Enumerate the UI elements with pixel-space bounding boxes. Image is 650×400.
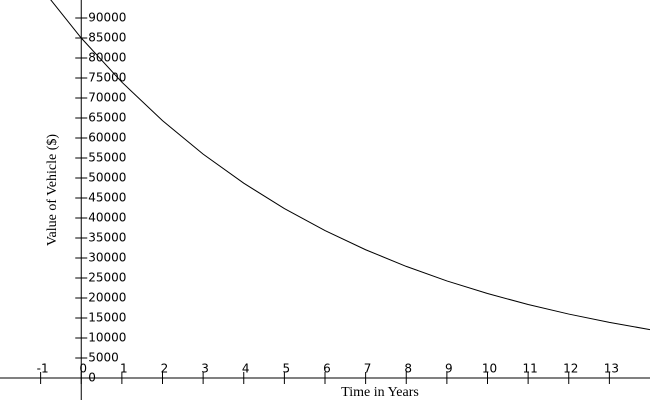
data-line: [50, 0, 650, 331]
x-tick-label: 11: [522, 362, 537, 376]
y-tick-label: 55000: [88, 151, 126, 165]
y-tick-label: 15000: [88, 311, 126, 325]
x-tick-label: 2: [161, 362, 169, 376]
y-tick-label: 75000: [88, 71, 126, 85]
x-tick-label: 7: [364, 362, 372, 376]
x-tick-label: 12: [563, 362, 578, 376]
x-tick-label: 4: [242, 362, 250, 376]
y-tick-label: 10000: [88, 331, 126, 345]
x-tick-label: -1: [37, 362, 49, 376]
x-tick-label: 5: [283, 362, 291, 376]
x-tick-label: 8: [404, 362, 412, 376]
y-tick-label: 85000: [88, 31, 126, 45]
y-tick-label: 20000: [88, 291, 126, 305]
x-tick-label: 9: [445, 362, 453, 376]
y-tick-label: 80000: [88, 51, 126, 65]
x-tick-label: 3: [201, 362, 209, 376]
x-tick-label: 0: [79, 362, 87, 376]
y-axis-label: Value of Vehicle ($): [45, 134, 60, 246]
y-tick-label: 50000: [88, 171, 126, 185]
y-tick-label: 90000: [88, 11, 126, 25]
x-tick-label: 6: [323, 362, 331, 376]
y-tick-label: 65000: [88, 111, 126, 125]
x-axis-label: Time in Years: [341, 385, 419, 400]
x-tick-label: 1: [120, 362, 128, 376]
y-tick-label: 35000: [88, 231, 126, 245]
x-tick-label: 13: [604, 362, 619, 376]
y-tick-label: 25000: [88, 271, 126, 285]
x-tick-label: 10: [482, 362, 497, 376]
y-tick-label: 30000: [88, 251, 126, 265]
y-tick-label: 70000: [88, 91, 126, 105]
y-tick-label: 5000: [88, 351, 119, 365]
y-tick-label: 40000: [88, 211, 126, 225]
y-tick-label: 0: [88, 371, 96, 385]
y-tick-label: 45000: [88, 191, 126, 205]
y-tick-label: 60000: [88, 131, 126, 145]
